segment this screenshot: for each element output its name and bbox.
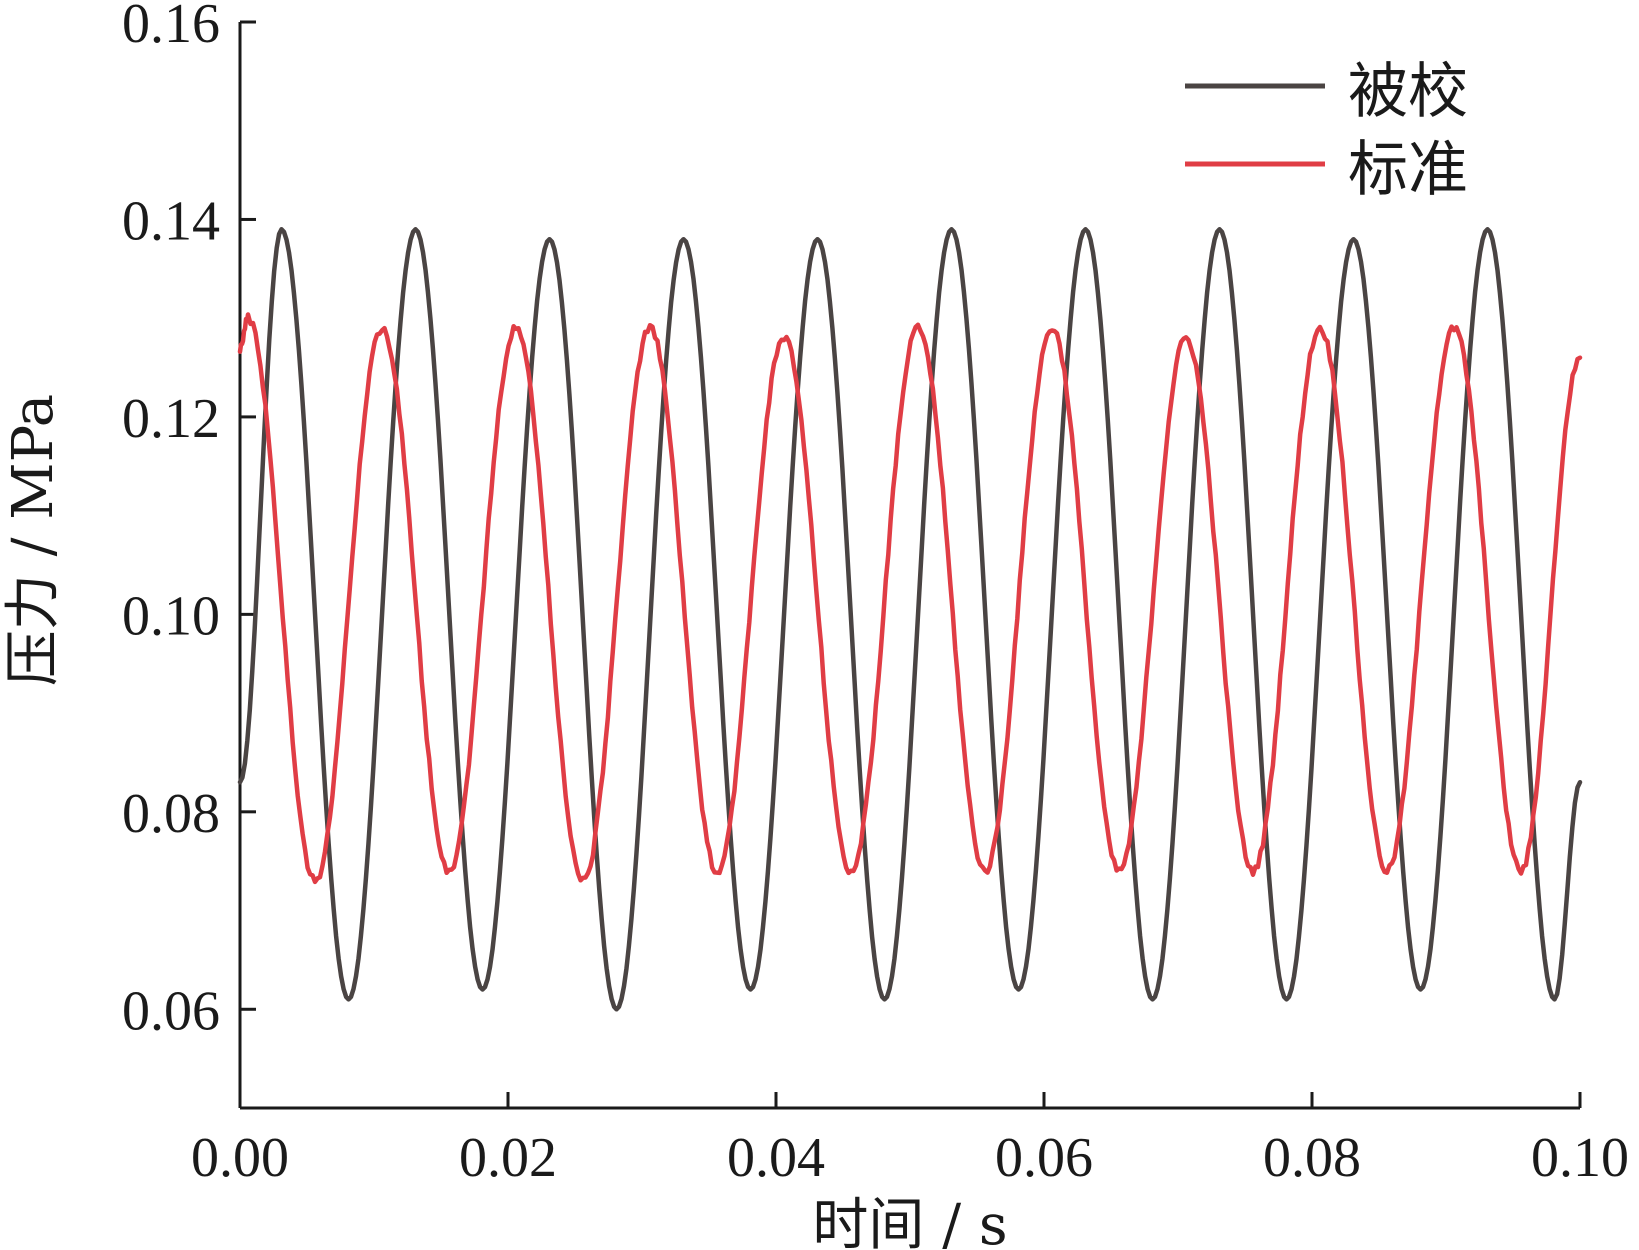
y-tick-label: 0.14 — [122, 190, 220, 252]
y-axis-title: 压力 / MPa — [1, 394, 66, 686]
x-tick-label: 0.06 — [995, 1127, 1093, 1189]
y-tick-label: 0.06 — [122, 980, 220, 1042]
x-tick-label: 0.00 — [191, 1127, 289, 1189]
y-tick-label: 0.16 — [122, 0, 220, 55]
y-tick-label: 0.10 — [122, 585, 220, 647]
y-tick-label: 0.08 — [122, 783, 220, 845]
x-axis-title: 时间 / s — [812, 1193, 1007, 1250]
series-lines — [237, 227, 1583, 1012]
y-tick-label: 0.12 — [122, 388, 220, 450]
x-tick-label: 0.04 — [727, 1127, 825, 1189]
axes — [238, 22, 1580, 1110]
x-tick-label: 0.08 — [1263, 1127, 1361, 1189]
legend-label-biao-zhun: 标准 — [1348, 135, 1468, 205]
legend: 被校 标准 — [1185, 57, 1468, 205]
legend-label-bei-jiao: 被校 — [1348, 57, 1468, 127]
x-tick-label: 0.02 — [459, 1127, 557, 1189]
ticks: 0.00 0.02 0.04 0.06 0.08 0.10 0.06 0.08 0.10 0.12… — [122, 0, 1629, 1189]
series-line-biao-zhun — [237, 312, 1583, 885]
series-line-bei-jiao — [237, 227, 1583, 1012]
x-tick-label: 0.10 — [1531, 1127, 1629, 1189]
